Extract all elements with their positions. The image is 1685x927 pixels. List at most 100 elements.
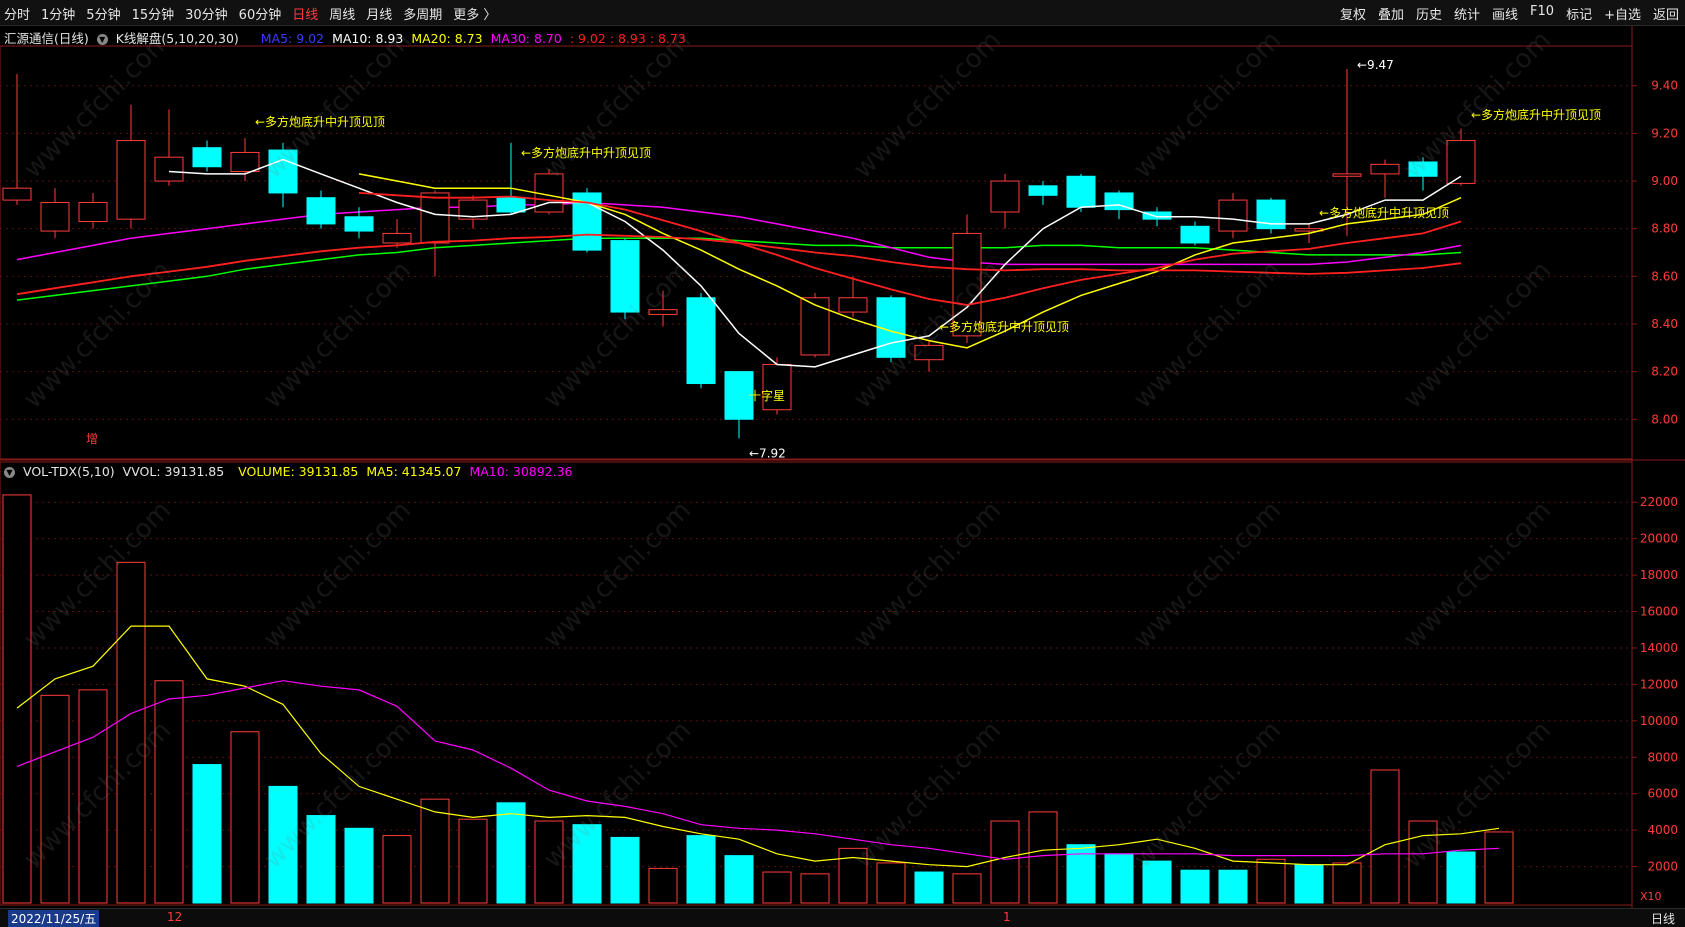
kline-indicator-name[interactable]: K线解盘(5,10,20,30) [115, 31, 239, 46]
hdr-ma5: MA5: 9.02 [260, 31, 325, 46]
function-button[interactable]: F10 [1530, 4, 1555, 19]
function-button[interactable]: 画线 [1492, 8, 1519, 23]
volume-bar [1370, 769, 1400, 904]
volume-tick-label: 6000 [1647, 787, 1678, 801]
volume-bar [268, 785, 298, 904]
volume-bar [534, 820, 564, 904]
volume-bar [952, 873, 982, 904]
vol-menu-icon[interactable]: ▼ [4, 467, 15, 478]
candle-body [1180, 225, 1210, 244]
volume-bar [648, 867, 678, 904]
candle-body [382, 232, 412, 244]
candle-body [420, 192, 450, 244]
indicator-menu-icon[interactable]: ▼ [96, 34, 108, 45]
candle-body [496, 197, 526, 213]
volume-bar [420, 798, 450, 904]
candle-body [192, 147, 222, 168]
volume-ma5-line [16, 625, 1500, 868]
volume-bar [990, 820, 1020, 904]
month-marker-1: 1 [1003, 910, 1011, 924]
function-button[interactable]: 叠加 [1377, 8, 1404, 23]
period-tab[interactable]: 15分钟 [131, 8, 175, 23]
period-tab[interactable]: 60分钟 [238, 8, 282, 23]
volume-bar [40, 694, 70, 904]
kline-tick-label: 9.20 [1651, 126, 1678, 140]
volume-bar [458, 818, 488, 904]
candle-body [78, 201, 108, 223]
volume-bar [686, 835, 716, 904]
volume-bar [1028, 811, 1058, 904]
period-tab[interactable]: 日线 [292, 8, 319, 23]
period-tab[interactable]: 更多 〉 [453, 8, 497, 23]
signal-annotation: ←多方炮底升中升顶见顶 [939, 319, 1069, 334]
stock-title: 汇源通信(日线) [4, 31, 89, 46]
period-tab[interactable]: 30分钟 [185, 8, 228, 23]
volume-bar [116, 561, 146, 904]
candle-body [762, 363, 792, 411]
candle-body [952, 232, 982, 337]
candle-body [1028, 185, 1058, 196]
function-button[interactable]: +自选 [1604, 8, 1641, 23]
signal-annotation: ←多方炮底升中升顶见顶 [1471, 107, 1601, 122]
period-tab[interactable]: 周线 [329, 8, 356, 23]
candle-body [914, 344, 944, 361]
volume-tick-label: 2000 [1647, 860, 1678, 874]
function-button[interactable]: 复权 [1339, 8, 1366, 23]
period-toolbar: 分时 1分钟 5分钟 15分钟 30分钟 60分钟 日线 周线 月线 多周期 更多 〉 复权 叠加 历史… [0, 0, 1685, 26]
function-button[interactable]: 统计 [1454, 8, 1481, 23]
stock-chart[interactable]: 8.00 8.20 8.40 8.60 8.80 9.00 9.20 9.40 2000 4000… [0, 0, 1685, 908]
volume-bar [1142, 860, 1172, 904]
kline-tick-label: 8.60 [1651, 269, 1678, 283]
candle-body [990, 180, 1020, 213]
period-tab[interactable]: 分时 [4, 8, 31, 23]
candle-body [458, 199, 488, 220]
candle-body [610, 240, 640, 313]
signal-annotation: ←多方炮底升中升顶见顶 [255, 114, 385, 129]
signal-annotation: ←多方炮底升中升顶见顶 [521, 145, 651, 160]
volume-bar [344, 827, 374, 904]
vol-volume: VOLUME: 39131.85 [238, 464, 359, 479]
function-button[interactable]: 历史 [1415, 8, 1442, 23]
period-tab[interactable]: 1分钟 [41, 8, 76, 23]
zeng-marker: 增 [86, 432, 98, 446]
vol-ma5: MA5: 41345.07 [366, 464, 462, 479]
candle-body [1370, 163, 1400, 175]
volume-bar [1446, 851, 1476, 904]
period-tab[interactable]: 月线 [366, 8, 393, 23]
month-marker-12: 12 [167, 910, 183, 924]
volume-bar [154, 680, 184, 904]
kline-tick-label: 9.00 [1651, 174, 1678, 188]
candle-body [1446, 140, 1476, 184]
volume-bar [572, 824, 602, 904]
candle-body [1142, 211, 1172, 220]
volume-header: ▼ VOL-TDX(5,10) VVOL: 39131.85 VOLUME: 3… [4, 464, 577, 482]
kline-tick-label: 8.20 [1651, 365, 1678, 379]
volume-bar [192, 764, 222, 904]
volume-bar [724, 855, 754, 904]
period-tab[interactable]: 多周期 [403, 8, 443, 23]
volume-bar [496, 802, 526, 904]
volume-tick-label: 16000 [1640, 605, 1678, 619]
current-date: 2022/11/25/五 [8, 910, 100, 927]
period-label[interactable]: 日线 [1650, 912, 1675, 926]
volume-tick-label: 4000 [1647, 823, 1678, 837]
hdr-ma10: MA10: 8.93 [332, 31, 404, 46]
volume-bar [914, 871, 944, 904]
volume-bar [1218, 869, 1248, 904]
ma30-line [16, 237, 1462, 301]
vol-indicator-name[interactable]: VOL-TDX(5,10) [22, 464, 115, 479]
period-tab[interactable]: 5分钟 [86, 8, 121, 23]
function-button[interactable]: 标记 [1566, 8, 1593, 23]
vol-vvol: VVOL: 39131.85 [122, 464, 225, 479]
volume-bar [1408, 820, 1438, 904]
high-price-label: ←9.47 [1357, 58, 1394, 72]
volume-tick-label: 8000 [1647, 750, 1678, 764]
period-tabs: 分时 1分钟 5分钟 15分钟 30分钟 60分钟 日线 周线 月线 多周期 更多 〉 [4, 4, 496, 23]
volume-bar [1256, 858, 1286, 904]
volume-tick-label: 14000 [1640, 641, 1678, 655]
doji-annotation: 十字星 [749, 388, 785, 403]
kline-tick-label: 8.00 [1651, 412, 1678, 426]
ma10-line [358, 173, 1462, 349]
volume-bar [838, 847, 868, 904]
function-button[interactable]: 返回 [1652, 8, 1679, 23]
